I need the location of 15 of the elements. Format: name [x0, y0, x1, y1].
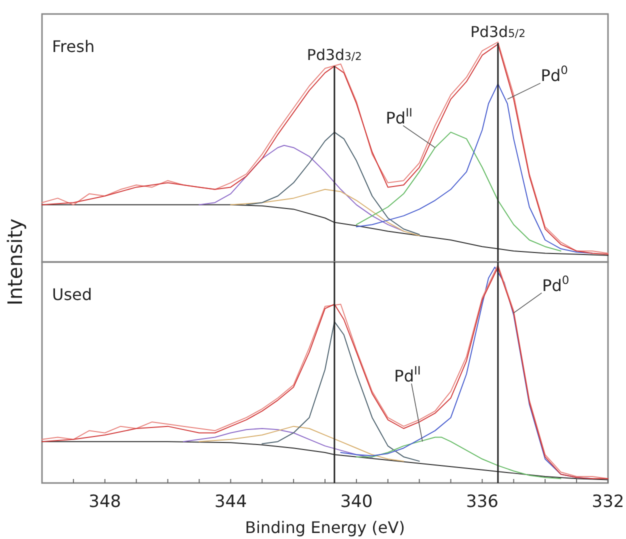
annotation: Pd$^{0}$ — [542, 272, 570, 295]
ref-line-label: Pd3d5/2 — [470, 23, 526, 41]
text: Used — [52, 285, 92, 304]
annotation: Pd$^{II}$ — [394, 364, 421, 386]
x-tick-label: 344 — [214, 492, 247, 512]
y-axis-title: Intensity — [3, 218, 27, 306]
x-tick-label: 348 — [88, 492, 122, 512]
x-tick-label: 340 — [340, 492, 373, 512]
x-tick-label: 336 — [466, 492, 498, 512]
ref-line-label: Pd3d3/2 — [306, 46, 362, 64]
annotation: Pd$^{0}$ — [540, 63, 568, 86]
x-axis-title: Binding Energy (eV) — [245, 518, 405, 537]
chart-title: Fresh — [52, 37, 95, 56]
x-tick-label: 332 — [592, 492, 624, 512]
annotation: Pd$^{II}$ — [386, 106, 412, 128]
